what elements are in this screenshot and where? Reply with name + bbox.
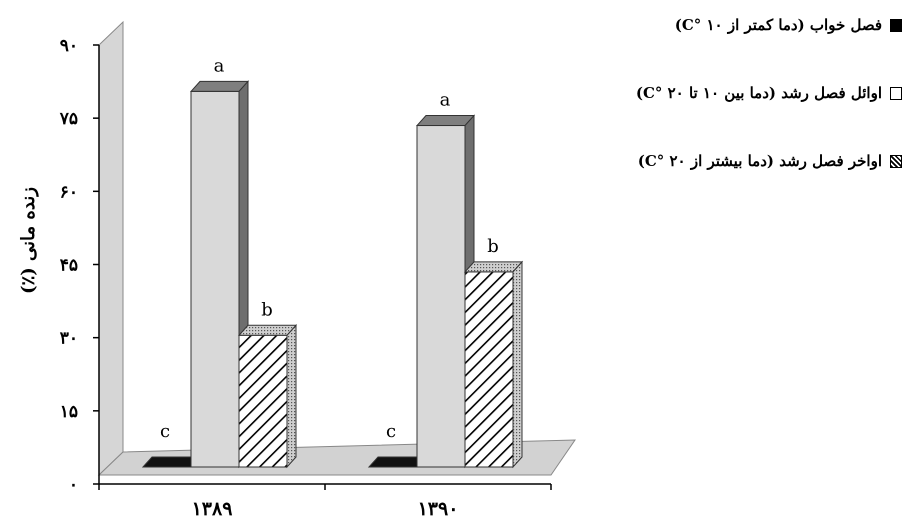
y-axis-label-box: زنده مانی (٪): [8, 100, 48, 380]
bar-side: [512, 260, 523, 469]
y-tick-label: ۶۰: [60, 182, 78, 202]
x-tick-group: ۱۳۸۹ ۱۳۹۰: [98, 484, 552, 520]
x-tick-label: ۱۳۹۰: [418, 498, 459, 520]
bar-top: [237, 324, 298, 336]
bar-top: [189, 80, 250, 92]
legend-item-early-growth: اوائل فصل رشد (دما بین ۱۰ تا C° ۲۰): [590, 80, 902, 106]
legend-label: فصل خواب (دما کمتر از C° ۱۰): [674, 16, 882, 34]
back-wall: [98, 20, 124, 477]
bar-front: [464, 271, 514, 468]
y-tick-group: ۰ ۱۵ ۳۰ ۴۵ ۶۰ ۷۵ ۹۰: [59, 36, 99, 495]
legend: فصل خواب (دما کمتر از C° ۱۰) اوائل فصل ر…: [590, 12, 902, 216]
legend-item-late-growth: اواخر فصل رشد (دما بیشتر از C° ۲۰): [590, 148, 902, 174]
legend-item-dormant: فصل خواب (دما کمتر از C° ۱۰): [590, 12, 902, 38]
bar-front: [190, 90, 240, 468]
y-tick-label: ۱۵: [60, 402, 78, 422]
bar: [463, 260, 524, 469]
y-tick-label: ۰: [69, 475, 78, 495]
significance-letter: c: [386, 421, 396, 442]
bar-side: [286, 323, 297, 469]
legend-label: اواخر فصل رشد (دما بیشتر از C° ۲۰): [637, 152, 882, 170]
bar-front: [238, 334, 288, 468]
legend-swatch-hatched: [890, 154, 902, 168]
legend-swatch-light-gray: [890, 86, 902, 100]
legend-label: اوائل فصل رشد (دما بین ۱۰ تا C° ۲۰): [635, 84, 882, 102]
significance-letter: b: [487, 236, 499, 257]
significance-letter: a: [440, 90, 451, 111]
significance-letter: b: [261, 299, 273, 320]
bar-top: [463, 261, 524, 273]
legend-swatch-solid-black: [890, 18, 902, 32]
bar-top: [415, 115, 476, 127]
y-tick-label: ۹۰: [60, 36, 78, 56]
y-tick-label: ۳۰: [60, 329, 78, 349]
x-tick-label: ۱۳۸۹: [192, 498, 233, 520]
y-axis-label: زنده مانی (٪): [17, 186, 39, 294]
bar: [237, 323, 298, 469]
y-tick-label: ۷۵: [59, 109, 78, 129]
significance-letter: c: [160, 421, 170, 442]
bars-group: c c a a b b: [141, 55, 524, 469]
significance-letter: a: [214, 55, 225, 76]
y-tick-label: ۴۵: [60, 256, 78, 276]
bar-front: [416, 125, 466, 468]
